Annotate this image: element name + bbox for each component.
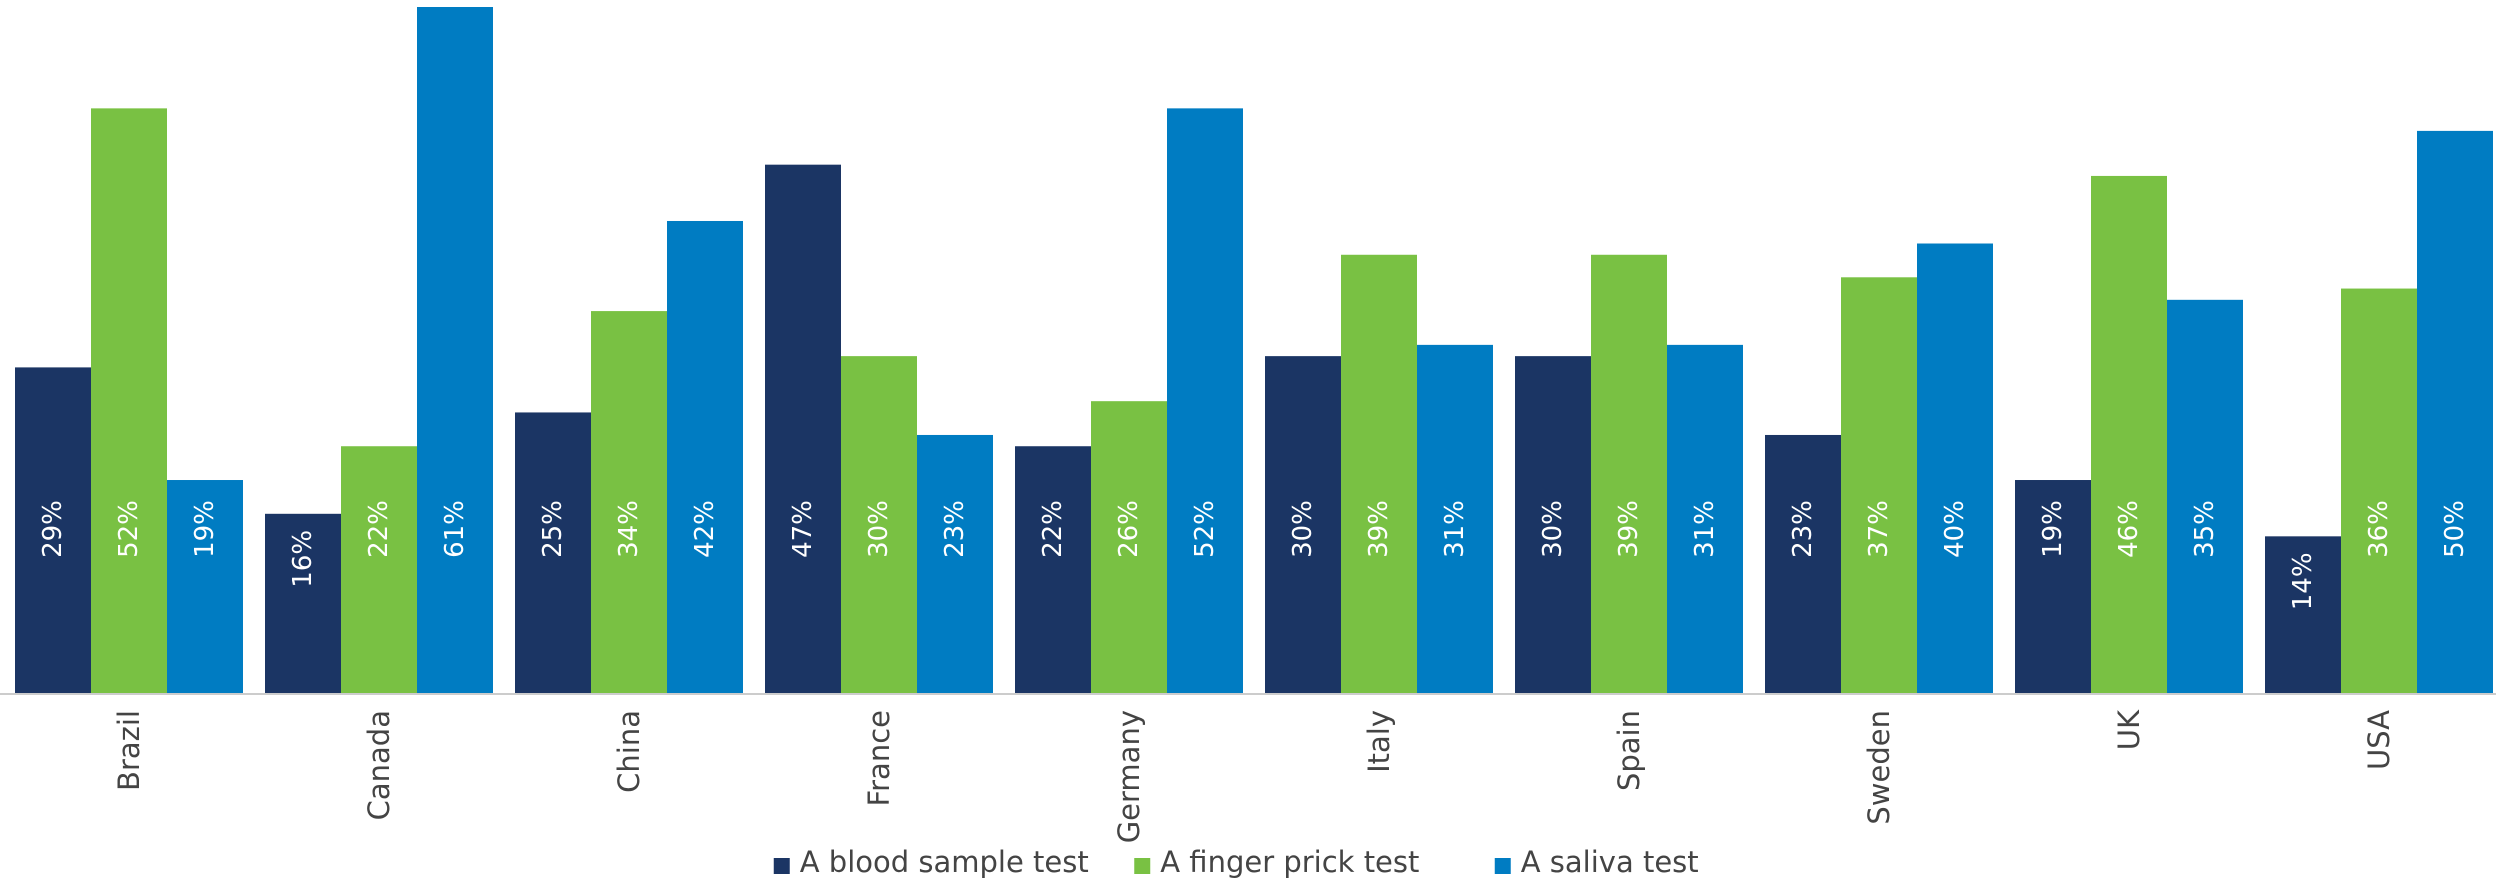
bar-france-series-1	[765, 164, 841, 695]
data-label-germany-series-3: 52%	[1190, 500, 1220, 558]
bar-spain-series-3	[1667, 344, 1743, 694]
bar-brazil-series-1	[15, 367, 91, 694]
bar-brazil-series-3	[167, 480, 243, 694]
category-label-spain: Spain	[1612, 710, 1646, 791]
data-label-usa-series-1: 14%	[2288, 552, 2318, 610]
data-label-usa-series-3: 50%	[2440, 500, 2470, 558]
data-label-spain-series-2: 39%	[1614, 500, 1644, 558]
category-label-canada: Canada	[362, 710, 396, 820]
data-label-germany-series-1: 22%	[1038, 500, 1068, 558]
category-label-usa: USA	[2362, 710, 2396, 770]
data-label-france-series-2: 30%	[864, 500, 894, 558]
bar-spain-series-1	[1515, 356, 1591, 694]
bar-usa-series-1	[2265, 536, 2341, 694]
bar-usa-series-3	[2417, 130, 2493, 694]
legend-label: A saliva test	[1521, 845, 1699, 879]
bar-italy-series-3	[1417, 344, 1493, 694]
bar-germany-series-2	[1091, 401, 1167, 694]
bar-usa-series-2	[2341, 288, 2417, 694]
bar-italy-series-2	[1341, 254, 1417, 694]
legend: A blood sample test A finger prick test A …	[773, 845, 1699, 879]
bar-china-series-2	[591, 311, 667, 694]
data-label-brazil-series-3: 19%	[190, 500, 220, 558]
category-label-france: France	[862, 710, 896, 806]
bar-canada-series-3	[417, 7, 493, 694]
data-label-sweden-series-2: 37%	[1864, 500, 1894, 558]
bar-germany-series-1	[1015, 446, 1091, 694]
bar-uk-series-3	[2167, 299, 2243, 694]
legend-label: A finger prick test	[1160, 845, 1419, 879]
legend-swatch	[1494, 858, 1511, 874]
category-label-china: China	[612, 710, 646, 793]
data-label-china-series-2: 34%	[614, 500, 644, 558]
data-label-canada-series-3: 61%	[440, 500, 470, 558]
legend-item-series-3: A saliva test	[1494, 845, 1699, 879]
data-label-brazil-series-2: 52%	[114, 500, 144, 558]
category-label-germany: Germany	[1112, 710, 1146, 843]
data-label-china-series-1: 25%	[538, 500, 568, 558]
data-label-italy-series-2: 39%	[1364, 500, 1394, 558]
bar-france-series-2	[841, 356, 917, 694]
legend-label: A blood sample test	[800, 845, 1089, 879]
data-label-italy-series-1: 30%	[1288, 500, 1318, 558]
bar-uk-series-2	[2091, 175, 2167, 694]
bar-sweden-series-1	[1765, 434, 1841, 694]
data-label-usa-series-2: 36%	[2364, 500, 2394, 558]
data-label-china-series-3: 42%	[690, 500, 720, 558]
bar-china-series-1	[515, 412, 591, 694]
bar-brazil-series-2	[91, 108, 167, 694]
legend-item-series-1: A blood sample test	[773, 845, 1089, 879]
data-label-france-series-1: 47%	[788, 500, 818, 558]
legend-swatch	[773, 858, 790, 874]
data-label-spain-series-3: 31%	[1690, 500, 1720, 558]
legend-item-series-2: A finger prick test	[1134, 845, 1419, 879]
bar-canada-series-2	[341, 446, 417, 694]
data-label-france-series-3: 23%	[940, 500, 970, 558]
data-label-uk-series-2: 46%	[2114, 500, 2144, 558]
bar-italy-series-1	[1265, 356, 1341, 694]
category-labels: Brazil Canada China France Germany Italy Spain…	[112, 709, 2396, 843]
data-label-uk-series-1: 19%	[2038, 500, 2068, 558]
data-label-italy-series-3: 31%	[1440, 500, 1470, 558]
bar-sweden-series-2	[1841, 277, 1917, 694]
bar-canada-series-1	[265, 513, 341, 694]
bar-france-series-3	[917, 434, 993, 694]
data-label-uk-series-3: 35%	[2190, 500, 2220, 558]
data-label-germany-series-2: 26%	[1114, 500, 1144, 558]
bar-germany-series-3	[1167, 108, 1243, 694]
legend-swatch	[1134, 858, 1151, 874]
data-label-sweden-series-1: 23%	[1788, 500, 1818, 558]
bar-china-series-3	[667, 220, 743, 694]
data-label-canada-series-2: 22%	[364, 500, 394, 558]
category-label-brazil: Brazil	[112, 710, 146, 791]
category-label-italy: Italy	[1362, 710, 1396, 773]
data-label-sweden-series-3: 40%	[1940, 500, 1970, 558]
category-label-uk: UK	[2112, 709, 2146, 750]
bars-layer: 29% 52% 19% 16% 22% 61% 25% 34% 42% 47% 30% 23% 22% 2…	[15, 7, 2493, 695]
data-label-spain-series-1: 30%	[1538, 500, 1568, 558]
data-label-brazil-series-1: 29%	[38, 500, 68, 558]
bar-spain-series-2	[1591, 254, 1667, 694]
data-label-canada-series-1: 16%	[288, 530, 318, 588]
bar-uk-series-1	[2015, 480, 2091, 694]
category-label-sweden: Sweden	[1862, 710, 1896, 825]
bar-sweden-series-3	[1917, 243, 1993, 695]
